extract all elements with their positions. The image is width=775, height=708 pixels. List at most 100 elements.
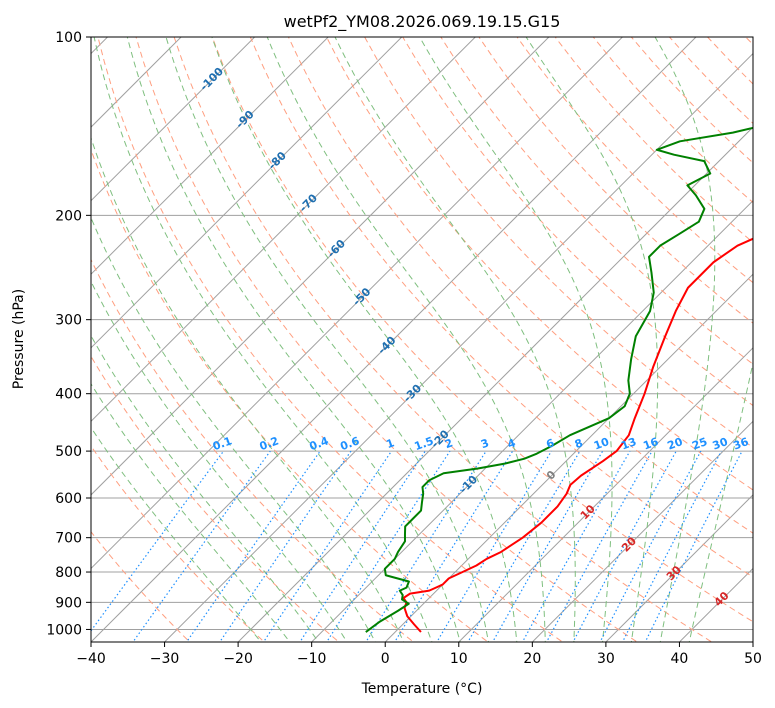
mixing-ratio-line	[262, 450, 393, 642]
mixing-ratio-line	[91, 450, 225, 632]
mixing-ratio-line	[521, 450, 631, 642]
x-tick-label: 20	[523, 651, 541, 667]
dewpoint-profile-line	[365, 126, 753, 633]
moist-adiabat-line	[91, 426, 262, 642]
y-tick-label: 800	[55, 565, 82, 581]
isotherm-line	[310, 199, 753, 642]
isotherm-line	[163, 52, 753, 642]
dry-adiabat-line	[364, 37, 753, 449]
moist-adiabat-line	[91, 334, 320, 642]
dry-adiabat-line	[91, 531, 191, 642]
isotherm-line	[91, 37, 403, 349]
mixing-ratio-label: 6	[544, 436, 556, 451]
dry-adiabat-line	[478, 37, 753, 324]
isotherm-line	[678, 567, 753, 642]
y-tick-label: 200	[55, 208, 82, 224]
mixing-ratio-label: 0.1	[211, 434, 234, 453]
dry-adiabat-line	[135, 37, 639, 642]
dry-adiabat-line	[325, 37, 753, 491]
isotherm-line	[91, 37, 697, 642]
x-tick-label: 40	[671, 651, 689, 667]
dry-adiabat-line	[249, 37, 753, 578]
mixing-ratio-line	[299, 450, 426, 642]
y-tick-label: 700	[55, 531, 82, 547]
dry-adiabat-line	[744, 37, 753, 46]
mixing-ratio-label: 1	[385, 436, 397, 451]
mixing-ratio-label: 10	[592, 435, 611, 453]
x-tick-label: −30	[150, 651, 180, 667]
dry-adiabat-line	[592, 37, 753, 204]
moist-adiabat-line	[211, 37, 518, 642]
mixing-ratio-label: 8	[573, 436, 585, 451]
isotherm-line	[531, 420, 753, 642]
isotherm-line	[91, 37, 256, 202]
dry-adiabat-line	[91, 355, 340, 642]
isotherm-line	[91, 37, 329, 275]
y-tick-label: 400	[55, 387, 82, 403]
dry-adiabat-line	[668, 37, 753, 125]
x-tick-label: 50	[744, 651, 762, 667]
dry-adiabat-line	[402, 37, 753, 407]
mixing-ratio-label: 0.4	[308, 434, 331, 453]
moist-adiabat-line	[334, 37, 576, 642]
mixing-ratio-label: 30	[711, 435, 730, 453]
mixing-ratio-line	[644, 450, 743, 642]
moist-adiabat-line	[419, 37, 613, 642]
dry-adiabat-line	[173, 37, 713, 642]
mixing-ratio-line	[219, 450, 352, 642]
x-tick-label: 10	[450, 651, 468, 667]
moist-adiabat-line	[91, 136, 405, 642]
y-tick-label: 900	[55, 595, 82, 611]
mixing-ratio-line	[621, 450, 722, 642]
isotherm-line	[752, 641, 753, 642]
mixing-ratio-line	[326, 450, 451, 642]
y-tick-label: 100	[55, 30, 82, 46]
dry-adiabat-line	[211, 37, 753, 623]
dry-adiabat-line	[91, 445, 265, 642]
y-tick-label: 600	[55, 491, 82, 507]
x-tick-label: 0	[381, 651, 390, 667]
mixing-ratio-line	[436, 450, 553, 642]
mixing-ratio-line	[132, 450, 271, 642]
mixing-ratio-label: 0.6	[338, 434, 361, 453]
mixing-ratio-line	[599, 450, 702, 642]
mixing-ratio-line	[467, 450, 581, 642]
mixing-ratio-line	[545, 450, 653, 642]
mixing-ratio-label: 25	[690, 435, 709, 452]
dry-adiabat-line	[630, 37, 753, 164]
x-tick-label: 30	[597, 651, 615, 667]
isotherm-line	[458, 347, 753, 642]
isotherm-line	[91, 37, 550, 496]
plot-area	[91, 10, 775, 647]
isotherm-line	[237, 126, 753, 642]
moist-adiabat-line	[126, 37, 461, 642]
moist-adiabat-line	[165, 37, 489, 642]
isotherm-line	[91, 37, 182, 128]
isotherm-line	[91, 37, 477, 423]
dry-adiabat-line	[516, 37, 753, 284]
y-tick-label: 500	[55, 444, 82, 460]
y-tick-label: 300	[55, 313, 82, 329]
dry-adiabat-line	[91, 258, 415, 642]
moist-adiabat-line	[91, 280, 348, 642]
mixing-ratio-label: 0.2	[258, 434, 281, 453]
moist-adiabat-line	[266, 37, 546, 642]
mixing-ratio-label: 1.5	[413, 434, 436, 453]
dry-adiabat-line	[97, 37, 564, 642]
dry-adiabat-line	[91, 148, 489, 642]
mixing-ratio-label: 36	[731, 435, 750, 453]
y-axis-title: Pressure (hPa)	[11, 289, 27, 389]
moist-adiabat-line	[91, 216, 376, 642]
axes: −40 −30 −20 −10 0 10 20 30 40 5010020030040050060…	[46, 30, 762, 667]
mixing-ratio-label: 2	[443, 436, 455, 451]
chart-title: wetPf2_YM08.2026.069.19.15.G15	[284, 12, 561, 32]
isotherm-line	[384, 273, 753, 642]
mixing-ratio-line	[394, 450, 514, 642]
dry-adiabat-line	[440, 37, 753, 365]
temperature-profile-line	[402, 237, 753, 633]
moist-adiabat-line	[91, 382, 291, 642]
dry-adiabat-line	[757, 10, 775, 647]
x-tick-label: −40	[76, 651, 106, 667]
y-tick-label: 1000	[46, 622, 82, 638]
